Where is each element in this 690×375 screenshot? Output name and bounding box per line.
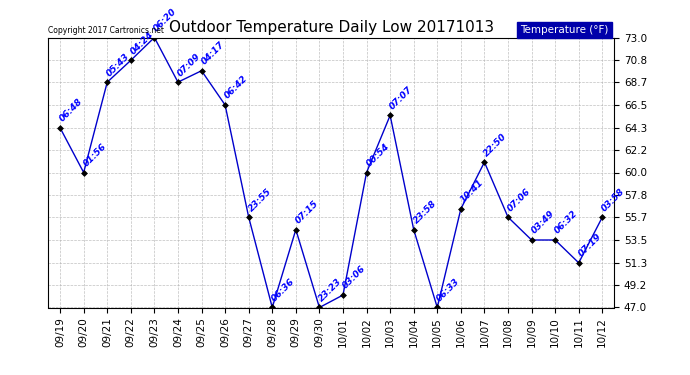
Text: 07:06: 07:06	[506, 186, 533, 213]
Text: 00:54: 00:54	[364, 142, 391, 168]
Text: 06:48: 06:48	[58, 97, 84, 124]
Text: 04:24: 04:24	[128, 30, 155, 56]
Text: 06:32: 06:32	[553, 209, 580, 236]
Text: 06:20: 06:20	[152, 7, 179, 33]
Text: 03:06: 03:06	[341, 264, 367, 291]
Text: Temperature (°F): Temperature (°F)	[520, 25, 609, 35]
Text: 23:55: 23:55	[246, 186, 273, 213]
Text: 07:07: 07:07	[388, 85, 415, 111]
Text: 04:17: 04:17	[199, 40, 226, 67]
Text: 03:49: 03:49	[529, 209, 556, 236]
Text: 23:23: 23:23	[317, 277, 344, 303]
Text: 22:50: 22:50	[482, 131, 509, 158]
Text: 07:09: 07:09	[176, 51, 202, 78]
Text: 01:56: 01:56	[81, 142, 108, 168]
Text: 06:42: 06:42	[223, 74, 250, 101]
Title: Outdoor Temperature Daily Low 20171013: Outdoor Temperature Daily Low 20171013	[168, 20, 494, 35]
Text: 05:43: 05:43	[105, 51, 132, 78]
Text: 07:19: 07:19	[577, 232, 603, 259]
Text: Copyright 2017 Cartronics.net: Copyright 2017 Cartronics.net	[48, 26, 164, 35]
Text: 23:58: 23:58	[411, 199, 438, 225]
Text: 03:58: 03:58	[600, 186, 627, 213]
Text: 06:33: 06:33	[435, 277, 462, 303]
Text: 07:15: 07:15	[294, 199, 320, 225]
Text: 10:41: 10:41	[459, 178, 485, 205]
Text: 06:36: 06:36	[270, 277, 297, 303]
